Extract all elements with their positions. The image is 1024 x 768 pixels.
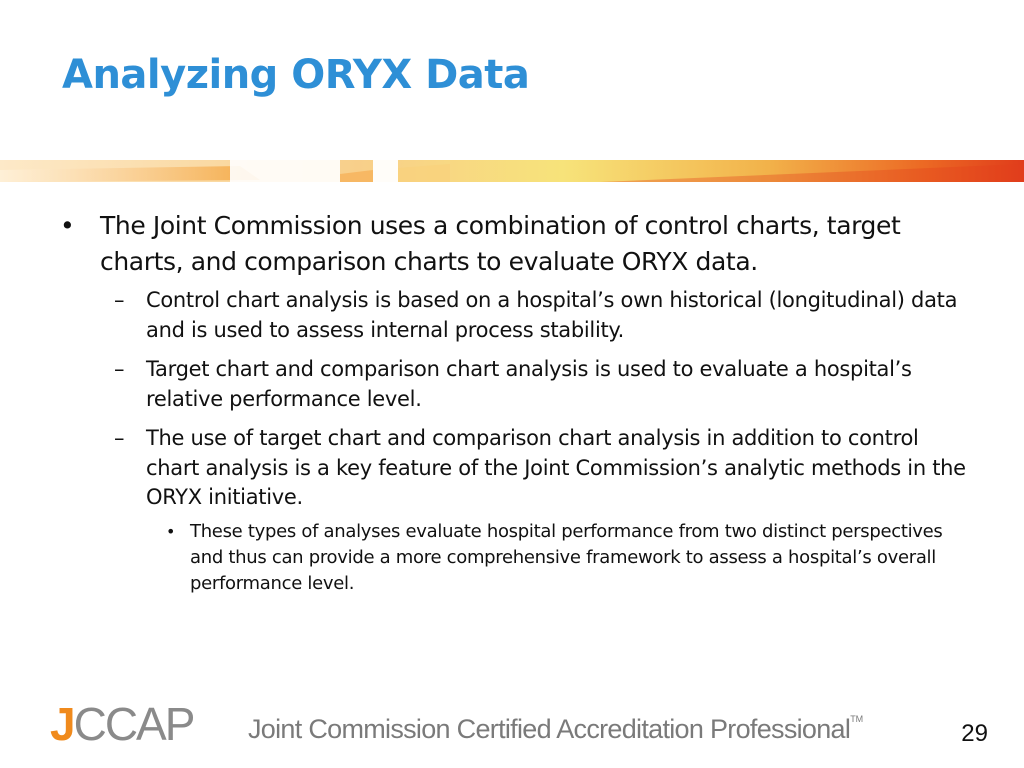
- page-number: 29: [961, 720, 988, 747]
- sub-bullet-item: – Control chart analysis is based on a h…: [60, 286, 970, 345]
- bullet-marker: •: [166, 521, 176, 541]
- dash-marker: –: [114, 426, 125, 450]
- jccap-logo: JCCAP: [50, 702, 196, 746]
- sub-bullet-item: – The use of target chart and comparison…: [60, 424, 970, 513]
- logo-text: JCCAP: [50, 702, 194, 746]
- sub-bullet-text: The use of target chart and comparison c…: [146, 426, 966, 509]
- bullet-marker: •: [60, 211, 75, 240]
- dash-marker: –: [114, 357, 125, 381]
- sub-sub-bullet-item: • These types of analyses evaluate hospi…: [60, 519, 970, 597]
- slide-title: Analyzing ORYX Data: [62, 52, 530, 98]
- dash-marker: –: [114, 288, 125, 312]
- bullet-item: • The Joint Commission uses a combinatio…: [60, 208, 970, 280]
- footer-tagline: Joint Commission Certified Accreditation…: [248, 714, 863, 745]
- sub-sub-bullet-text: These types of analyses evaluate hospita…: [190, 520, 943, 594]
- sub-bullet-text: Target chart and comparison chart analys…: [146, 357, 912, 411]
- bullet-text: The Joint Commission uses a combination …: [100, 211, 901, 276]
- trademark-mark: TM: [850, 714, 864, 724]
- sub-bullet-text: Control chart analysis is based on a hos…: [146, 288, 958, 342]
- decorative-banner: [0, 160, 1024, 182]
- slide-content: • The Joint Commission uses a combinatio…: [60, 208, 970, 597]
- tagline-text: Joint Commission Certified Accreditation…: [248, 714, 851, 744]
- sub-bullet-item: – Target chart and comparison chart anal…: [60, 355, 970, 414]
